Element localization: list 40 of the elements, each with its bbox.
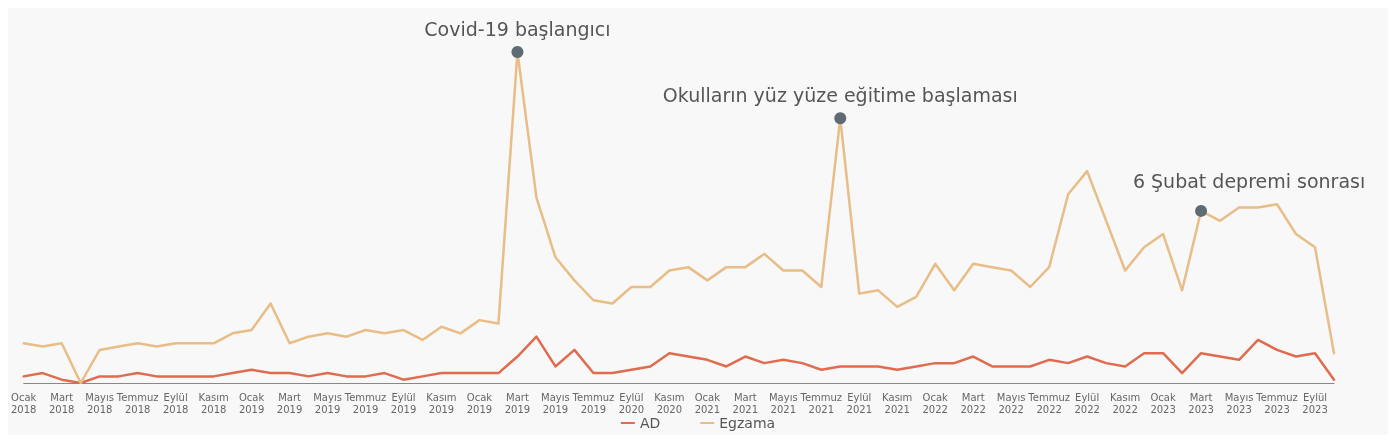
x-tick-label: Mayıs 2021 [768,391,798,415]
x-tick-label: Temmuz 2022 [1027,391,1070,415]
x-tick-label: Mart 2021 [732,391,759,415]
x-tick-label: Kasım 2018 [198,391,229,415]
annotation: Covid-19 başlangıcı [424,17,611,40]
x-tick-label: Kasım 2021 [882,391,913,415]
x-tick-label: Mayıs 2019 [541,391,570,415]
x-tick-label: Mayıs 2018 [85,391,115,415]
annotation: Okulların yüz yüze eğitime başlaması [662,83,1018,106]
x-tick-label: Eylül 2020 [618,391,645,415]
legend-label: Egzama [719,415,776,431]
x-tick-label: Ocak 2022 [922,391,949,415]
x-tick-label: Eylül 2019 [390,391,417,415]
x-tick-label: Mart 2023 [1188,391,1214,415]
x-tick-label: Eylül 2023 [1302,391,1328,415]
x-tick-label: Mayıs 2023 [1224,391,1254,415]
x-tick-label: Kasım 2020 [654,391,685,415]
x-tick-label: Mayıs 2022 [996,391,1026,415]
x-tick-label: Ocak 2021 [694,391,721,415]
x-tick-label: Eylül 2022 [1074,391,1100,415]
x-tick-label: Kasım 2022 [1109,391,1141,415]
x-tick-label: Mart 2019 [276,391,303,415]
legend-label: AD [639,415,661,431]
x-tick-label: Ocak 2019 [238,391,265,415]
x-tick-label: Mart 2018 [48,391,75,415]
x-tick-label: Temmuz 2018 [115,391,159,415]
x-tick-label: Ocak 2019 [466,391,493,415]
annotation: 6 Şubat depremi sonrası [1132,170,1366,193]
x-tick-label: Temmuz 2019 [571,391,615,415]
x-tick-label: Eylül 2018 [162,391,189,415]
x-tick-label: Mart 2019 [504,391,531,415]
x-tick-label: Temmuz 2021 [799,391,843,415]
x-tick-label: Temmuz 2023 [1255,391,1298,415]
x-tick-label: Kasım 2019 [426,391,457,415]
x-tick-label: Temmuz 2019 [343,391,387,415]
x-tick-label: Ocak 2018 [11,391,37,415]
x-tick-label: Ocak 2023 [1150,391,1176,415]
x-tick-label: Eylül 2021 [846,391,872,415]
x-tick-label: Mayıs 2019 [313,391,342,415]
x-tick-label: Mart 2022 [960,391,986,415]
